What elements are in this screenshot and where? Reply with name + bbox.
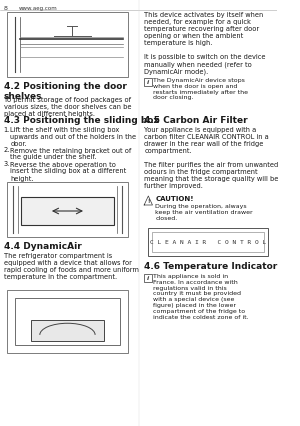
Text: To permit storage of food packages of
various sizes, the door shelves can be
pla: To permit storage of food packages of va… [4, 97, 131, 117]
Text: The refrigerator compartment is
equipped with a device that allows for
rapid coo: The refrigerator compartment is equipped… [4, 253, 139, 280]
Text: Your appliance is equipped with a
carbon filter CLEANAIR CONTROL in a
drawer in : Your appliance is equipped with a carbon… [144, 127, 278, 189]
Text: 8: 8 [4, 6, 8, 11]
Bar [8, 12, 127, 77]
Text: Lift the shelf with the sliding box
upwards and out of the holders in the
door.: Lift the shelf with the sliding box upwa… [10, 127, 136, 147]
Text: 4.2 Positioning the door
shelves: 4.2 Positioning the door shelves [4, 82, 127, 101]
Text: 4.4 DynamicAir: 4.4 DynamicAir [4, 242, 81, 251]
Text: Remove the retaining bracket out of
the guide under the shelf.: Remove the retaining bracket out of the … [10, 147, 131, 161]
Text: i: i [147, 276, 149, 280]
Bar [8, 290, 127, 353]
Text: During the operation, always
keep the air ventilation drawer
closed.: During the operation, always keep the ai… [155, 204, 253, 221]
Bar [31, 320, 104, 341]
Text: 2.: 2. [4, 147, 10, 153]
Text: 4.3 Positioning the sliding box: 4.3 Positioning the sliding box [4, 116, 159, 125]
Bar [144, 274, 152, 282]
Text: This device activates by itself when
needed, for example for a quick
temperature: This device activates by itself when nee… [144, 12, 266, 75]
Text: www.aeg.com: www.aeg.com [19, 6, 57, 11]
Bar [21, 197, 114, 225]
Bar [144, 78, 152, 86]
Bar [152, 232, 264, 252]
Text: Reverse the above operation to
insert the sliding box at a different
height.: Reverse the above operation to insert th… [10, 161, 126, 181]
Text: C L E A N A I R   C O N T R O L: C L E A N A I R C O N T R O L [150, 239, 266, 245]
Text: 1.: 1. [4, 127, 10, 133]
Polygon shape [144, 196, 152, 205]
Text: This appliance is sold in
France. In accordance with
regulations valid in this
c: This appliance is sold in France. In acc… [153, 274, 249, 320]
Bar [148, 228, 268, 256]
Text: CAUTION!: CAUTION! [155, 196, 194, 202]
Bar [15, 298, 120, 345]
Text: 4.5 Carbon Air Filter: 4.5 Carbon Air Filter [144, 116, 248, 125]
Text: !: ! [147, 199, 150, 204]
Text: 4.6 Temperature Indicator: 4.6 Temperature Indicator [144, 262, 278, 271]
Text: i: i [147, 80, 149, 84]
Text: The DynamicAir device stops
when the door is open and
restarts immediately after: The DynamicAir device stops when the doo… [153, 78, 248, 101]
Bar [8, 182, 127, 237]
Text: 3.: 3. [4, 161, 10, 167]
